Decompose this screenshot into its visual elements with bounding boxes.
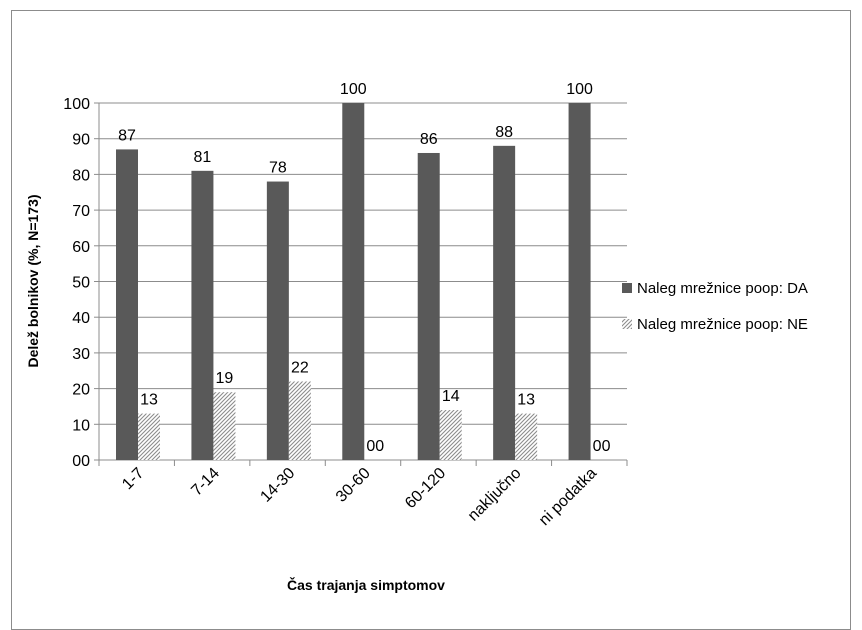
data-labels: 87 13 81 19 78 22 100 00 86 14 88 13 100 00 [118,81,610,455]
bar-da [493,145,516,460]
bar-ne [138,413,160,460]
y-tick-label: 40 [72,310,90,327]
bar-ne [213,392,236,460]
data-label-da: 86 [420,131,438,148]
bar-da [266,181,289,461]
x-tick-label: 1-7 [119,465,147,493]
y-tick-label: 50 [72,275,90,292]
bar-da [568,103,591,460]
bar-ne [439,410,462,460]
x-tick-label: ni podatka [536,465,600,529]
bar-chart: 87 13 81 19 78 22 100 00 86 14 88 13 100 00 00 10 20 30 4… [25,81,808,593]
y-tick-label: 00 [72,453,90,470]
y-tick-label: 70 [72,203,90,220]
data-label-da: 88 [495,124,513,141]
y-tick-label: 100 [63,96,90,113]
data-label-ne: 13 [140,392,158,409]
x-tick-label: 60-120 [402,465,449,512]
data-label-ne: 00 [593,438,611,455]
bar-da [191,170,214,460]
bar-ne [515,413,538,460]
x-axis-title: Čas trajanja simptomov [287,576,445,593]
data-label-ne: 13 [517,392,535,409]
data-label-da: 81 [194,149,212,166]
y-tick-label: 90 [72,132,90,149]
data-label-ne: 22 [291,359,309,376]
bar-ne [288,381,311,460]
data-label-da: 87 [118,127,136,144]
data-label-ne: 19 [216,370,234,387]
bar-da [116,149,138,460]
bar-da [342,103,365,460]
data-label-da: 100 [566,81,593,98]
data-label-da: 78 [269,160,287,177]
bar-da [417,152,440,461]
y-tick-label: 80 [72,167,90,184]
x-tick-label: 30-60 [333,465,374,506]
data-label-ne: 14 [442,388,460,405]
legend-swatch-ne [622,319,632,329]
legend-swatch-da [622,283,632,293]
x-tick-label: 7-14 [188,465,223,500]
legend: Naleg mrežnice poop: DA Naleg mrežnice po… [622,280,808,333]
data-label-da: 100 [340,81,367,98]
x-tick-label: 14-30 [257,465,298,506]
y-axis-title: Delež bolnikov (%, N=173) [25,194,41,367]
legend-label-da: Naleg mrežnice poop: DA [637,280,808,297]
y-tick-label: 10 [72,417,90,434]
x-tick-label: naključno [465,465,525,525]
y-tick-label: 30 [72,346,90,363]
tick-labels: 00 10 20 30 40 50 60 70 80 90 100 1-7 7-14 14-30 30-60… [63,96,600,529]
legend-label-ne: Naleg mrežnice poop: NE [637,316,808,333]
bars [116,103,591,461]
data-label-ne: 00 [366,438,384,455]
y-tick-label: 60 [72,239,90,256]
y-tick-label: 20 [72,382,90,399]
